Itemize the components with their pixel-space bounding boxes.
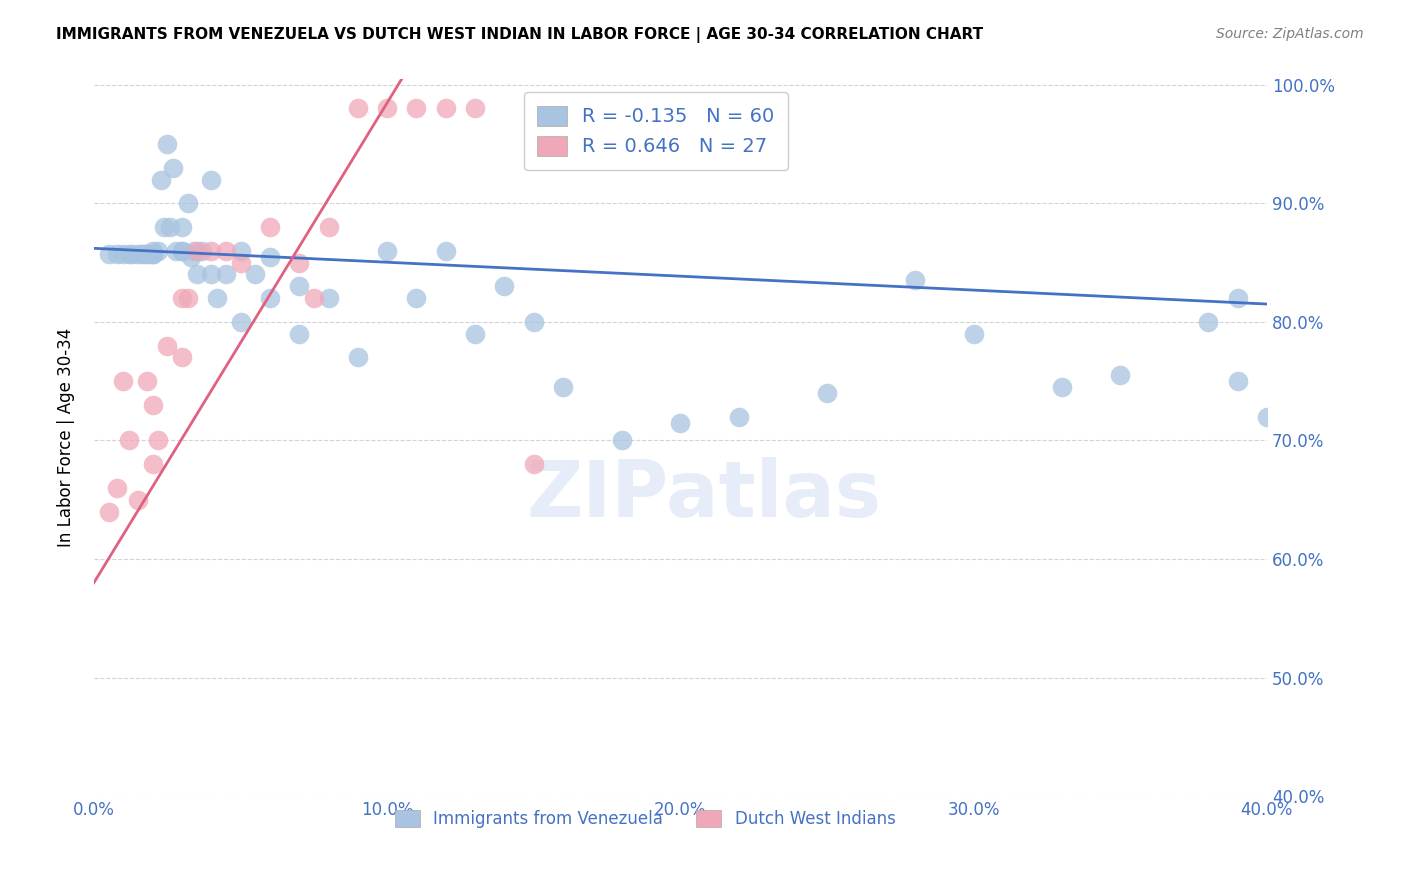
Point <box>153 219 176 234</box>
Point <box>259 291 281 305</box>
Point <box>405 291 427 305</box>
Point <box>142 247 165 261</box>
Point <box>815 386 838 401</box>
Point <box>177 291 200 305</box>
Point <box>129 247 152 261</box>
Point <box>127 492 149 507</box>
Point <box>121 247 143 261</box>
Point <box>177 196 200 211</box>
Point <box>259 219 281 234</box>
Point <box>186 268 208 282</box>
Point <box>186 244 208 258</box>
Point <box>150 172 173 186</box>
Point <box>523 457 546 471</box>
Point <box>523 315 546 329</box>
Point <box>97 504 120 518</box>
Point <box>553 380 575 394</box>
Point <box>135 374 157 388</box>
Point <box>318 291 340 305</box>
Point <box>215 268 238 282</box>
Point <box>156 136 179 151</box>
Point <box>138 247 160 261</box>
Point <box>669 416 692 430</box>
Point <box>142 457 165 471</box>
Legend: Immigrants from Venezuela, Dutch West Indians: Immigrants from Venezuela, Dutch West In… <box>388 803 903 834</box>
Point <box>180 250 202 264</box>
Point <box>97 247 120 261</box>
Point <box>1226 291 1249 305</box>
Point <box>288 279 311 293</box>
Point <box>288 255 311 269</box>
Point <box>162 161 184 175</box>
Point <box>464 102 486 116</box>
Point <box>229 244 252 258</box>
Point <box>170 351 193 365</box>
Point <box>118 247 141 261</box>
Point <box>302 291 325 305</box>
Point <box>170 291 193 305</box>
Y-axis label: In Labor Force | Age 30-34: In Labor Force | Age 30-34 <box>58 327 75 547</box>
Point <box>127 247 149 261</box>
Point <box>728 409 751 424</box>
Text: IMMIGRANTS FROM VENEZUELA VS DUTCH WEST INDIAN IN LABOR FORCE | AGE 30-34 CORREL: IMMIGRANTS FROM VENEZUELA VS DUTCH WEST … <box>56 27 983 43</box>
Point <box>375 102 398 116</box>
Point <box>610 434 633 448</box>
Point <box>375 244 398 258</box>
Text: Source: ZipAtlas.com: Source: ZipAtlas.com <box>1216 27 1364 41</box>
Point <box>105 247 128 261</box>
Point <box>215 244 238 258</box>
Point <box>1226 374 1249 388</box>
Point <box>191 244 214 258</box>
Point <box>170 244 193 258</box>
Point <box>318 219 340 234</box>
Point <box>434 102 457 116</box>
Point <box>205 291 228 305</box>
Point <box>347 351 370 365</box>
Text: ZIPatlas: ZIPatlas <box>526 457 882 533</box>
Point <box>1256 409 1278 424</box>
Point <box>170 244 193 258</box>
Point <box>200 268 222 282</box>
Point <box>1197 315 1219 329</box>
Point <box>963 326 986 341</box>
Point <box>105 481 128 495</box>
Point <box>288 326 311 341</box>
Point <box>132 247 155 261</box>
Point <box>200 244 222 258</box>
Point <box>165 244 187 258</box>
Point <box>259 250 281 264</box>
Point <box>112 247 135 261</box>
Point <box>229 315 252 329</box>
Point <box>142 247 165 261</box>
Point <box>135 247 157 261</box>
Point <box>494 279 516 293</box>
Point <box>142 398 165 412</box>
Point <box>159 219 181 234</box>
Point <box>229 255 252 269</box>
Point <box>405 102 427 116</box>
Point <box>148 434 170 448</box>
Point <box>112 374 135 388</box>
Point <box>148 244 170 258</box>
Point <box>170 219 193 234</box>
Point <box>245 268 267 282</box>
Point <box>464 326 486 341</box>
Point <box>347 102 370 116</box>
Point <box>1109 368 1132 383</box>
Point <box>1050 380 1073 394</box>
Point <box>118 434 141 448</box>
Point <box>904 273 927 287</box>
Point <box>142 244 165 258</box>
Point <box>200 172 222 186</box>
Point <box>156 338 179 352</box>
Point <box>183 244 205 258</box>
Point <box>434 244 457 258</box>
